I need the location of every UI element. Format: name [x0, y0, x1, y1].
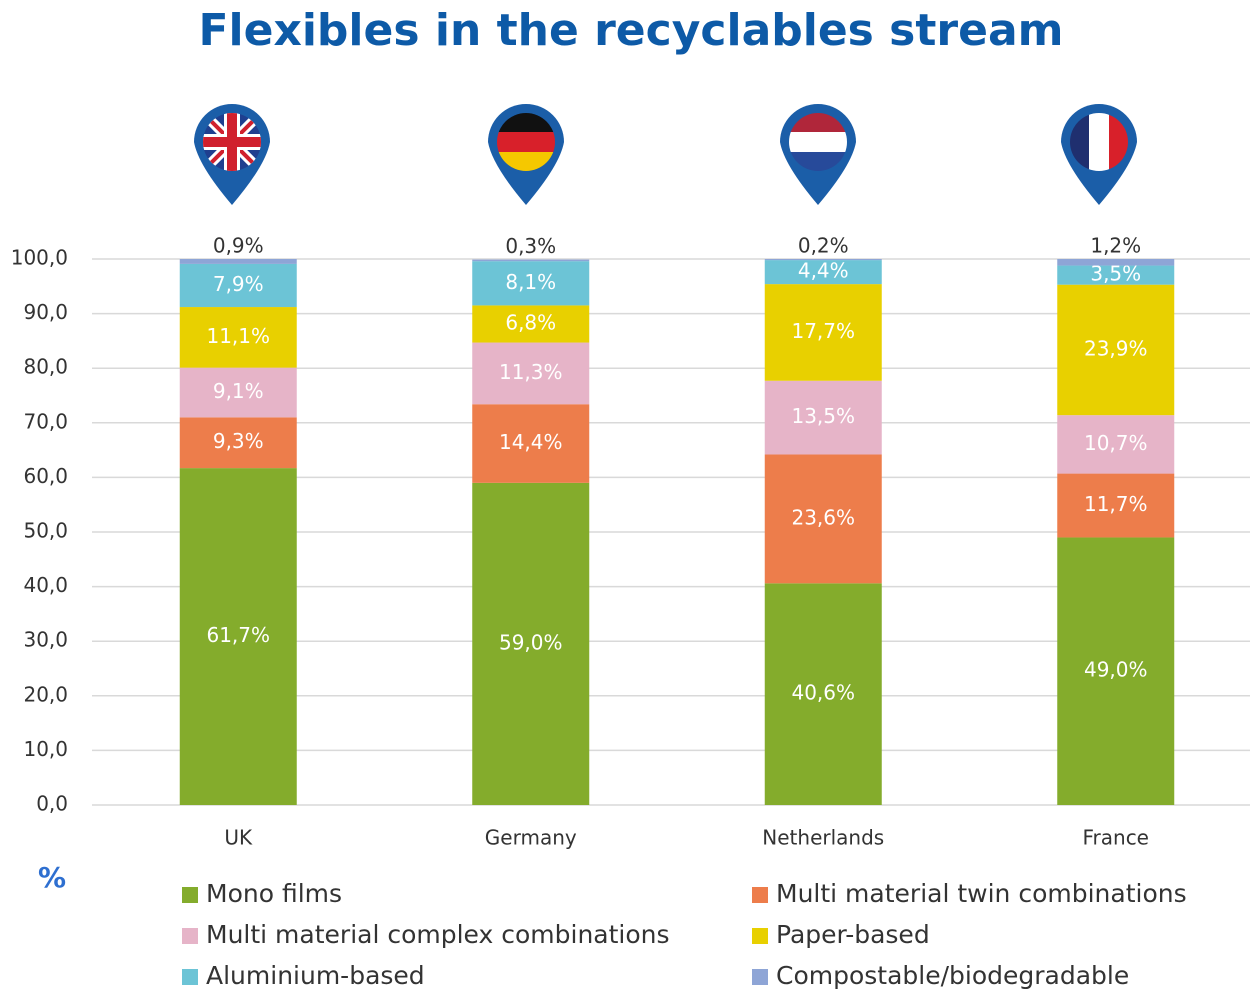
- flag-pins: [194, 104, 1137, 205]
- y-tick-label: 30,0: [23, 628, 68, 652]
- y-tick-label: 20,0: [23, 682, 68, 706]
- data-label: 61,7%: [206, 623, 270, 647]
- y-tick-label: 40,0: [23, 573, 68, 597]
- bar-segment: [764, 380, 882, 455]
- bar-segment: [764, 259, 882, 261]
- data-label: 59,0%: [499, 630, 563, 654]
- legend-swatch: [182, 928, 198, 944]
- data-label: 8,1%: [505, 270, 556, 294]
- data-label: 0,2%: [798, 234, 849, 258]
- y-tick-label: 70,0: [23, 409, 68, 433]
- legend-swatch: [752, 887, 768, 903]
- data-label: 9,1%: [213, 379, 264, 403]
- bar-segment: [472, 482, 590, 805]
- bar-segment: [1057, 265, 1175, 285]
- data-label: 4,4%: [798, 259, 849, 283]
- x-tick-label: Netherlands: [762, 826, 884, 850]
- bar-segment: [179, 307, 297, 368]
- data-label: 40,6%: [791, 681, 855, 705]
- legend-label: Multi material twin combinations: [776, 879, 1187, 908]
- legend-label: Mono films: [206, 879, 342, 908]
- bar-segment: [1057, 259, 1175, 266]
- bar-segment: [1057, 415, 1175, 474]
- y-tick-label: 80,0: [23, 355, 68, 379]
- legend-swatch: [752, 928, 768, 944]
- bar-segment: [764, 260, 882, 285]
- legend-swatch: [752, 969, 768, 985]
- legend-swatch: [182, 887, 198, 903]
- data-label: 0,9%: [213, 234, 264, 258]
- legend-label: Aluminium-based: [206, 961, 425, 990]
- france-pin: [1061, 104, 1137, 205]
- bar-segment: [179, 263, 297, 308]
- bar-segment: [764, 454, 882, 584]
- y-axis-label: %: [38, 861, 66, 894]
- legend-label: Paper-based: [776, 920, 930, 949]
- bar-segment: [1057, 473, 1175, 538]
- data-label: 0,3%: [505, 234, 556, 258]
- bar-segment: [1057, 537, 1175, 805]
- bar-segment: [472, 305, 590, 343]
- data-label: 23,6%: [791, 505, 855, 529]
- data-label: 49,0%: [1084, 658, 1148, 682]
- bar-segment: [764, 284, 882, 381]
- data-label: 6,8%: [505, 310, 556, 334]
- x-tick-label: Germany: [485, 826, 577, 850]
- x-tick-label: UK: [224, 826, 253, 850]
- data-label: 11,7%: [1084, 492, 1148, 516]
- bar-segment: [472, 342, 590, 405]
- legend-label: Compostable/biodegradable: [776, 961, 1129, 990]
- chart-title: Flexibles in the recyclables stream: [198, 5, 1063, 56]
- bar-segment: [179, 259, 297, 264]
- bar-segment: [472, 261, 590, 306]
- data-label: 3,5%: [1090, 262, 1141, 286]
- y-tick-label: 50,0: [23, 519, 68, 543]
- legend-label: Multi material complex combinations: [206, 920, 670, 949]
- data-label: 17,7%: [791, 319, 855, 343]
- bar-segment: [179, 417, 297, 469]
- netherlands-pin: [780, 104, 856, 205]
- y-tick-label: 0,0: [36, 792, 68, 816]
- y-tick-label: 90,0: [23, 300, 68, 324]
- bar-segment: [472, 259, 590, 262]
- y-tick-label: 60,0: [23, 464, 68, 488]
- data-label: 11,3%: [499, 360, 563, 384]
- y-tick-label: 10,0: [23, 737, 68, 761]
- uk-pin: [194, 104, 270, 205]
- data-label: 9,3%: [213, 429, 264, 453]
- data-label: 23,9%: [1084, 336, 1148, 360]
- data-label: 11,1%: [206, 324, 270, 348]
- bar-segment: [179, 468, 297, 805]
- x-tick-label: France: [1082, 826, 1149, 850]
- data-label: 1,2%: [1090, 234, 1141, 258]
- y-tick-label: 100,0: [11, 246, 68, 270]
- bar-segment: [764, 583, 882, 805]
- data-label: 14,4%: [499, 430, 563, 454]
- data-label: 13,5%: [791, 404, 855, 428]
- bar-segment: [472, 404, 590, 483]
- legend-swatch: [182, 969, 198, 985]
- bar-segment: [179, 367, 297, 418]
- germany-pin: [488, 104, 564, 205]
- data-label: 10,7%: [1084, 431, 1148, 455]
- bar-segment: [1057, 284, 1175, 416]
- data-label: 7,9%: [213, 272, 264, 296]
